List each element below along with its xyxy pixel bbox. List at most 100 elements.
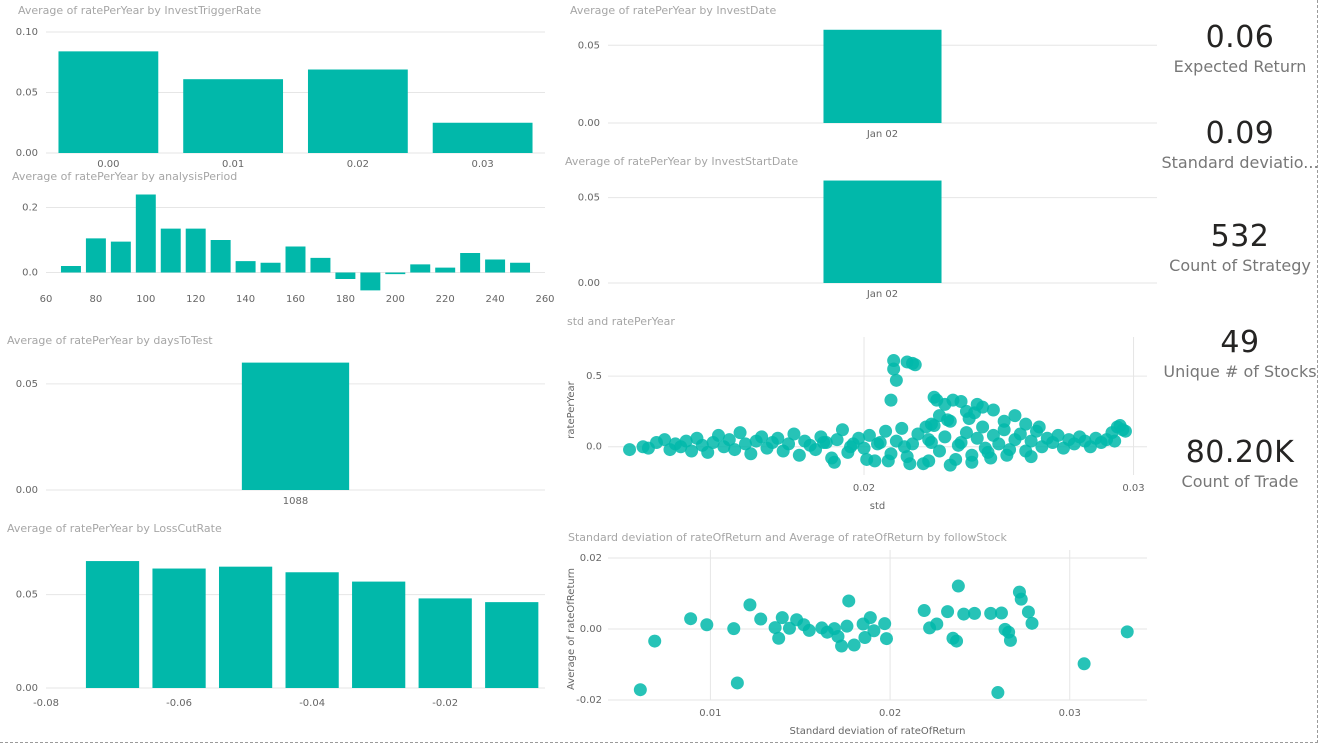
data-point	[970, 397, 984, 411]
data-point	[968, 606, 982, 620]
bar	[58, 51, 159, 153]
data-point	[951, 438, 965, 452]
x-tick-label: 0.03	[1059, 708, 1081, 719]
chart-title: std and ratePerYear	[567, 315, 675, 328]
data-point	[711, 428, 725, 442]
card-standard-deviation[interactable]: 0.09 Standard deviatio...	[1160, 116, 1319, 174]
bar	[823, 180, 942, 283]
y-tick-label: 0.0	[22, 268, 38, 279]
x-tick-label: Jan 02	[866, 129, 898, 140]
data-point	[903, 457, 917, 471]
data-point	[943, 458, 957, 472]
data-point	[879, 424, 893, 438]
bar	[241, 362, 350, 490]
data-point	[959, 426, 973, 440]
chart-svg: Standard deviation of rateOfReturn and A…	[566, 531, 1147, 737]
data-point	[743, 598, 757, 612]
chart-by-loss-cut-rate[interactable]: Average of ratePerYear by LossCutRate 0.0…	[0, 518, 550, 714]
data-point	[957, 607, 971, 621]
data-point	[700, 618, 714, 632]
y-tick-label: 0.05	[16, 590, 38, 601]
bar	[185, 228, 206, 273]
bar	[460, 253, 481, 273]
bar	[310, 257, 331, 273]
y-tick-label: 0.00	[580, 624, 602, 635]
data-point	[782, 621, 796, 635]
data-point	[727, 622, 741, 636]
x-tick-label: 0.02	[879, 708, 901, 719]
data-point	[1024, 450, 1038, 464]
chart-by-invest-date[interactable]: Average of ratePerYear by InvestDate 0.00…	[562, 0, 1157, 145]
chart-svg: Average of ratePerYear by analysisPeriod…	[12, 170, 555, 305]
card-label: Standard deviatio...	[1161, 153, 1319, 172]
x-tick-label: 100	[136, 294, 155, 305]
data-point	[685, 444, 699, 458]
data-point	[860, 452, 874, 466]
data-point	[930, 617, 944, 631]
data-point	[881, 454, 895, 468]
data-point	[932, 444, 946, 458]
chart-std-vs-rate-per-year[interactable]: std and ratePerYear 0.0 0.5 0.02 0.03 std rate…	[562, 310, 1157, 515]
chart-follow-stock-scatter[interactable]: Standard deviation of rateOfReturn and A…	[562, 526, 1157, 742]
data-point	[835, 639, 849, 653]
data-point	[1024, 434, 1038, 448]
data-point	[782, 437, 796, 451]
data-point	[847, 638, 861, 652]
data-point	[830, 433, 844, 447]
card-expected-return[interactable]: 0.06 Expected Return	[1160, 20, 1319, 78]
data-point	[924, 436, 938, 449]
x-tick-label: 0.02	[347, 159, 369, 170]
card-unique-stocks[interactable]: 49 Unique # of Stocks	[1160, 325, 1319, 383]
data-point	[991, 686, 1005, 700]
data-point	[895, 421, 909, 435]
bar	[410, 264, 431, 273]
chart-by-invest-trigger-rate[interactable]: Average of ratePerYear by InvestTriggerR…	[0, 0, 550, 172]
chart-svg: Average of ratePerYear by InvestTriggerR…	[16, 4, 545, 170]
bar	[85, 561, 140, 688]
data-point	[950, 634, 964, 648]
data-point	[908, 358, 922, 372]
data-point	[1051, 428, 1065, 442]
x-tick-label: 200	[386, 294, 405, 305]
bar	[60, 266, 81, 273]
card-count-of-trade[interactable]: 80.20K Count of Trade	[1160, 435, 1319, 493]
data-point	[744, 447, 758, 461]
data-point	[965, 455, 979, 469]
chart-by-invest-start-date[interactable]: Average of ratePerYear by InvestStartDat…	[562, 150, 1157, 305]
y-tick-label: 0.00	[16, 683, 38, 694]
y-tick-label: 0.5	[586, 371, 602, 382]
bar	[823, 29, 942, 124]
y-tick-label: 0.05	[16, 88, 38, 99]
y-tick-label: 0.00	[16, 485, 38, 496]
card-label: Count of Trade	[1181, 472, 1299, 491]
data-point	[887, 354, 901, 368]
card-value: 49	[1220, 325, 1260, 360]
data-point	[1019, 417, 1033, 431]
data-point	[978, 441, 992, 455]
data-point	[867, 624, 881, 638]
bar	[135, 194, 156, 273]
data-point	[733, 426, 747, 440]
bar	[360, 272, 381, 291]
x-tick-label: 0.03	[471, 159, 493, 170]
data-point	[1021, 605, 1035, 619]
data-point	[842, 594, 856, 608]
chart-by-days-to-test[interactable]: Average of ratePerYear by daysToTest 0.00…	[0, 330, 550, 510]
chart-title: Average of ratePerYear by LossCutRate	[7, 522, 222, 535]
x-tick-label: 60	[40, 294, 53, 305]
chart-by-analysis-period[interactable]: Average of ratePerYear by analysisPeriod…	[0, 166, 555, 316]
card-value: 80.20K	[1185, 435, 1295, 470]
y-tick-label: 0.05	[578, 193, 600, 204]
x-tick-label: -0.08	[33, 698, 59, 709]
data-point	[994, 606, 1008, 620]
data-point	[684, 612, 698, 626]
bar	[335, 272, 356, 279]
x-tick-label: 140	[236, 294, 255, 305]
x-tick-label: 0.00	[97, 159, 119, 170]
card-count-of-strategy[interactable]: 532 Count of Strategy	[1160, 219, 1319, 277]
data-point	[941, 605, 955, 619]
x-tick-label: 160	[286, 294, 305, 305]
y-axis-label: Average of rateOfReturn	[566, 568, 577, 690]
data-point	[889, 373, 903, 387]
